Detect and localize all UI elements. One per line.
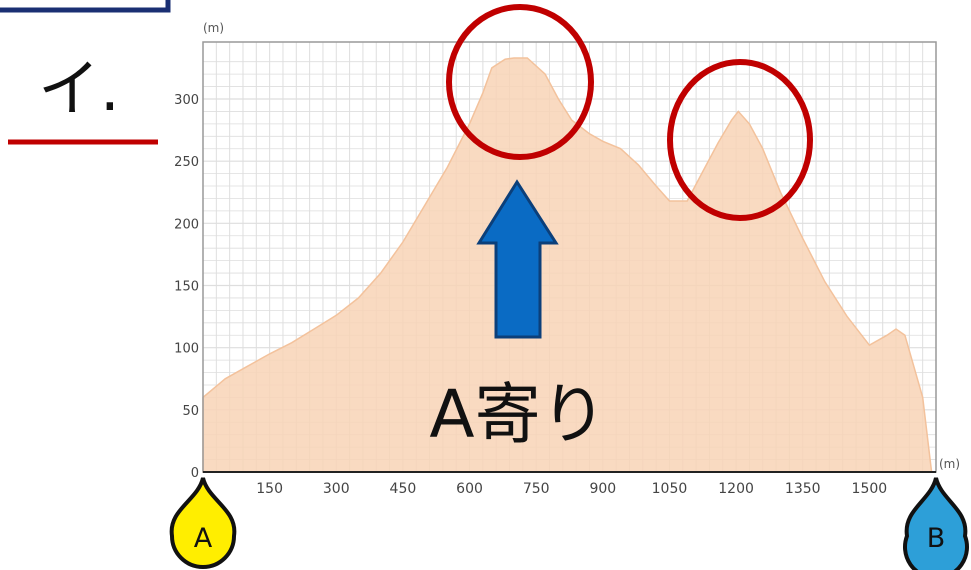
- peak-circle-left: [446, 4, 594, 160]
- x-tick-label: 150: [256, 481, 283, 497]
- x-unit-label: (m): [939, 457, 960, 471]
- y-tick-label: 100: [174, 342, 199, 357]
- question-label: イ.: [38, 52, 120, 125]
- y-tick-label: 0: [191, 466, 199, 481]
- arrow-up-icon: [476, 179, 559, 339]
- x-tick-label: 600: [456, 481, 483, 497]
- y-unit-label: (m): [203, 21, 224, 35]
- x-tick-label: 750: [523, 481, 550, 497]
- y-tick-label: 300: [174, 93, 199, 108]
- elevation-chart: 0 50 100 150 200 250 300 150 300 450 600 750 900 105…: [174, 21, 960, 497]
- end-marker-drop: [903, 477, 969, 570]
- start-marker: A: [169, 477, 237, 569]
- end-marker: B: [903, 477, 969, 570]
- frame-corner: [0, 0, 171, 13]
- end-marker-label: B: [927, 523, 946, 554]
- x-tick-labels: 150 300 450 600 750 900 1050 1200 1350 1500: [256, 481, 887, 497]
- start-marker-drop: [169, 477, 237, 569]
- start-marker-label: A: [194, 523, 213, 554]
- arrow-label: A寄り: [429, 376, 606, 453]
- y-tick-labels: 0 50 100 150 200 250 300: [174, 93, 199, 481]
- peak-circle-right: [667, 59, 813, 221]
- x-tick-label: 1350: [785, 481, 821, 497]
- y-tick-label: 250: [174, 155, 199, 170]
- x-tick-label: 300: [323, 481, 350, 497]
- x-tick-label: 900: [589, 481, 616, 497]
- elevation-area: [202, 57, 933, 473]
- y-tick-label: 200: [174, 217, 199, 232]
- x-tick-label: 1050: [652, 481, 688, 497]
- x-tick-label: 450: [390, 481, 417, 497]
- y-tick-label: 50: [182, 404, 199, 419]
- x-tick-label: 1500: [852, 481, 888, 497]
- y-tick-label: 150: [174, 280, 199, 295]
- x-tick-label: 1200: [718, 481, 754, 497]
